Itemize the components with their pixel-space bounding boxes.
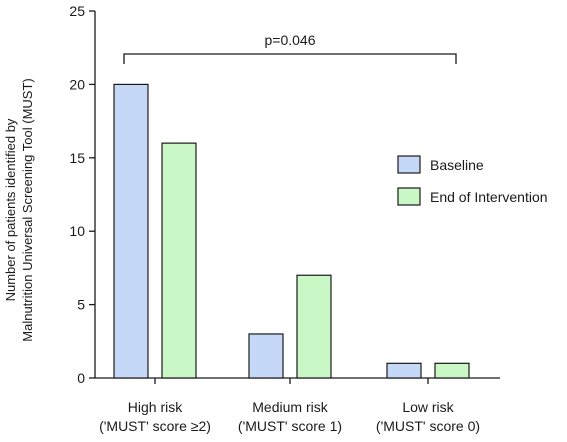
y-tick-label: 20 bbox=[69, 76, 85, 92]
legend-swatch bbox=[397, 155, 421, 174]
bars bbox=[113, 83, 470, 379]
y-axis-title: Number of patients identified by Malnutr… bbox=[3, 78, 35, 341]
legend: Baseline End of Intervention bbox=[397, 155, 548, 206]
y-axis: 0 5 10 15 20 25 bbox=[69, 3, 96, 386]
x-axis: High risk ('MUST' score ≥2) Medium risk ('M… bbox=[95, 377, 500, 434]
legend-label: Baseline bbox=[430, 157, 484, 173]
bar-end-of-intervention bbox=[434, 362, 470, 379]
y-tick-label: 5 bbox=[77, 297, 85, 313]
bracket-line bbox=[123, 53, 457, 64]
x-tick-label: ('MUST' score ≥2) bbox=[99, 418, 211, 434]
bar-baseline bbox=[113, 83, 149, 379]
y-axis-title-line-1: Number of patients identified by bbox=[3, 118, 18, 301]
x-tick-label: ('MUST' score 0) bbox=[376, 418, 480, 434]
significance-bracket: p=0.046 bbox=[123, 32, 457, 64]
legend-label: End of Intervention bbox=[430, 189, 548, 205]
x-tick-label: ('MUST' score 1) bbox=[238, 418, 342, 434]
y-tick-label: 25 bbox=[69, 3, 85, 19]
x-tick-label: Low risk bbox=[402, 399, 454, 415]
y-tick-label: 15 bbox=[69, 150, 85, 166]
y-axis-title-line-2: Malnutrition Universal Screening Tool (M… bbox=[20, 78, 35, 341]
bar-end-of-intervention bbox=[161, 142, 197, 379]
bar-baseline bbox=[386, 362, 422, 379]
x-tick-label: High risk bbox=[128, 399, 183, 415]
legend-swatch bbox=[397, 187, 421, 206]
bar-baseline bbox=[248, 333, 284, 379]
y-tick-label: 0 bbox=[77, 370, 85, 386]
x-tick-label: Medium risk bbox=[252, 399, 328, 415]
y-tick-label: 10 bbox=[69, 223, 85, 239]
bar-end-of-intervention bbox=[296, 274, 332, 379]
p-value-label: p=0.046 bbox=[265, 32, 316, 48]
